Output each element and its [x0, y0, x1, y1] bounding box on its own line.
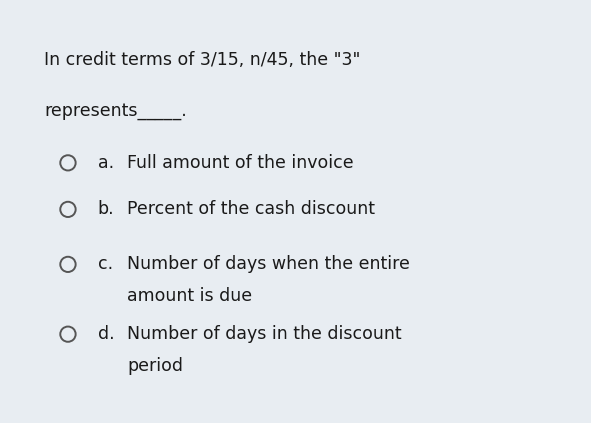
Text: Number of days when the entire: Number of days when the entire — [127, 255, 410, 273]
Text: d.: d. — [98, 325, 114, 343]
Text: Number of days in the discount: Number of days in the discount — [127, 325, 402, 343]
Text: period: period — [127, 357, 183, 375]
Text: b.: b. — [98, 201, 114, 218]
Text: c.: c. — [98, 255, 113, 273]
Text: represents_____.: represents_____. — [44, 102, 187, 120]
Text: In credit terms of 3/15, n/45, the "3": In credit terms of 3/15, n/45, the "3" — [44, 51, 361, 69]
Text: Full amount of the invoice: Full amount of the invoice — [127, 154, 353, 172]
Text: a.: a. — [98, 154, 113, 172]
Text: amount is due: amount is due — [127, 287, 252, 305]
Text: Percent of the cash discount: Percent of the cash discount — [127, 201, 375, 218]
